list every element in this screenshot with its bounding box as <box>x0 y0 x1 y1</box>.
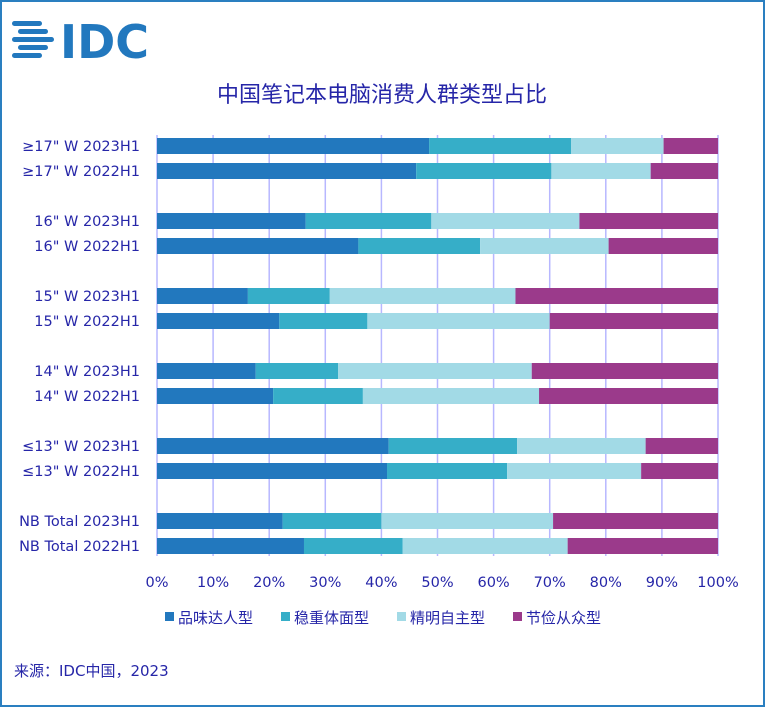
bar-segment <box>273 388 363 404</box>
bar-segment <box>282 513 382 529</box>
bar-segment <box>402 538 568 554</box>
bar-segment <box>157 513 283 529</box>
bar-segment <box>157 363 256 379</box>
bar-segment <box>553 513 718 529</box>
bar-segment <box>608 238 718 254</box>
bar-segment <box>329 288 516 304</box>
category-label: ≤13" W 2022H1 <box>22 464 140 480</box>
x-tick-label: 30% <box>309 575 341 591</box>
legend-swatch <box>397 612 406 621</box>
bar-segment <box>358 238 481 254</box>
x-tick-label: 100% <box>697 575 738 591</box>
category-label: ≤13" W 2023H1 <box>22 439 140 455</box>
logo-stripe <box>12 21 42 26</box>
x-tick-label: 0% <box>145 575 168 591</box>
bar-segment <box>429 138 572 154</box>
x-tick-label: 70% <box>534 575 566 591</box>
bar-segment <box>531 363 718 379</box>
bar-segment <box>338 363 532 379</box>
x-tick-label: 80% <box>590 575 622 591</box>
bar-segment <box>279 313 368 329</box>
bar-segment <box>579 213 718 229</box>
legend-swatch <box>165 612 174 621</box>
bar-segment <box>641 463 718 479</box>
idc-logo: IDC <box>12 15 149 69</box>
bar-segment <box>571 138 664 154</box>
bar-segment <box>416 163 552 179</box>
bar-segment <box>247 288 330 304</box>
bar-segment <box>549 313 718 329</box>
bar-segment <box>480 238 609 254</box>
bar-segment <box>507 463 642 479</box>
x-tick-label: 10% <box>197 575 229 591</box>
category-label: NB Total 2023H1 <box>19 514 140 530</box>
globe-icon <box>12 21 54 58</box>
logo-stripe <box>18 29 48 34</box>
category-label: 15" W 2023H1 <box>34 289 140 305</box>
bar-segment <box>157 238 359 254</box>
bar-segment <box>387 463 508 479</box>
x-tick-label: 90% <box>646 575 678 591</box>
legend-swatch <box>513 612 522 621</box>
bar-segment <box>157 463 388 479</box>
legend-label: 节俭从众型 <box>526 609 601 627</box>
bar-segment <box>157 138 430 154</box>
bar-segment <box>381 513 554 529</box>
category-label: 16" W 2022H1 <box>34 239 140 255</box>
bar-segment <box>515 288 718 304</box>
bar-segment <box>388 438 518 454</box>
legend-label: 品味达人型 <box>178 609 253 627</box>
bar-segment <box>650 163 718 179</box>
bar-segment <box>663 138 718 154</box>
bar-segment <box>157 213 306 229</box>
category-label: 14" W 2023H1 <box>34 364 140 380</box>
source-note: 来源：IDC中国，2023 <box>14 662 169 680</box>
bar-segment <box>567 538 718 554</box>
bar-segment <box>431 213 580 229</box>
bar-segment <box>517 438 646 454</box>
bar-segment <box>157 163 417 179</box>
bar-segment <box>305 213 432 229</box>
category-label: 14" W 2022H1 <box>34 389 140 405</box>
logo-text: IDC <box>60 15 149 69</box>
bar-segment <box>303 538 403 554</box>
bar-segment <box>362 388 540 404</box>
legend-label: 精明自主型 <box>410 609 485 627</box>
logo-stripe <box>12 37 54 42</box>
x-tick-label: 40% <box>365 575 397 591</box>
bar-segment <box>157 438 389 454</box>
bar-segment <box>645 438 718 454</box>
x-tick-label: 60% <box>477 575 509 591</box>
bar-segment <box>367 313 550 329</box>
x-tick-label: 20% <box>253 575 285 591</box>
bar-segment <box>539 388 718 404</box>
legend-swatch <box>281 612 290 621</box>
category-label: ≥17" W 2022H1 <box>22 164 140 180</box>
bar-segment <box>255 363 339 379</box>
category-label: 16" W 2023H1 <box>34 214 140 230</box>
bar-segment <box>157 288 248 304</box>
category-label: ≥17" W 2023H1 <box>22 139 140 155</box>
bar-segment <box>157 313 280 329</box>
legend-label: 稳重体面型 <box>294 609 369 627</box>
category-label: NB Total 2022H1 <box>19 539 140 555</box>
bar-segment <box>157 538 304 554</box>
x-tick-label: 50% <box>421 575 453 591</box>
bar-segment <box>157 388 274 404</box>
bar-segment <box>551 163 651 179</box>
logo-stripe <box>18 45 48 50</box>
chart-title: 中国笔记本电脑消费人群类型占比 <box>217 83 547 108</box>
category-label: 15" W 2022H1 <box>34 314 140 330</box>
logo-stripe <box>12 53 42 58</box>
